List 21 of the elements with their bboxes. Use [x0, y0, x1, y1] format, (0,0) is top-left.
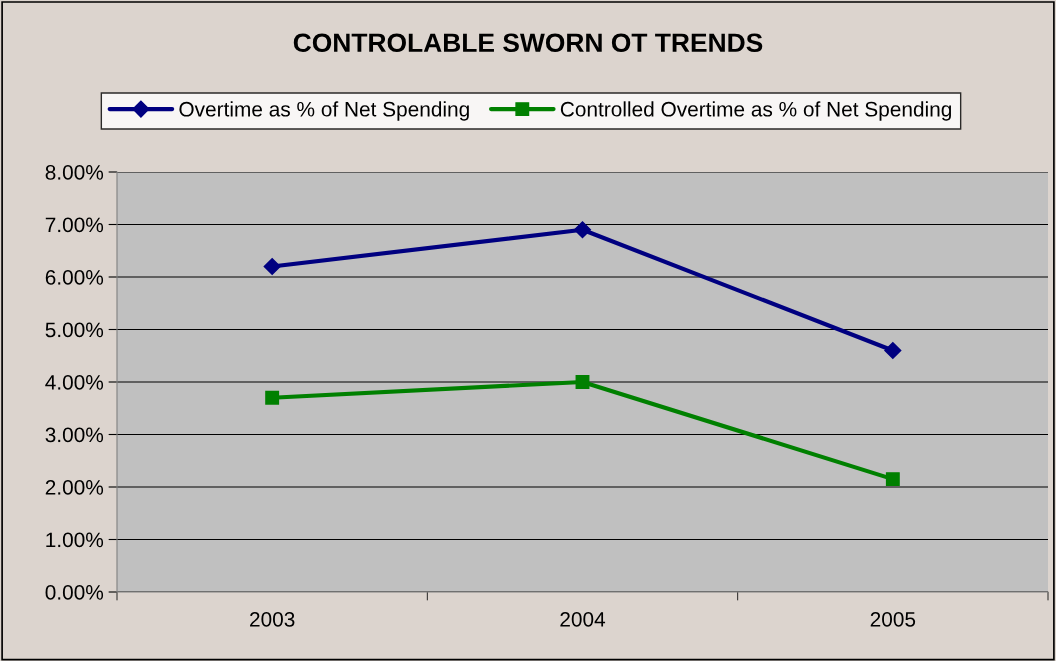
legend-label: Controlled Overtime as % of Net Spending	[560, 101, 952, 121]
y-tick-label: 5.00%	[45, 322, 104, 338]
y-tick-label: 4.00%	[45, 375, 104, 390]
y-tick-label: 2.00%	[45, 480, 104, 495]
y-tick-label: 8.00%	[45, 165, 104, 180]
point	[573, 221, 592, 239]
chart-title: CONTROLABLE SWORN OT TRENDS	[293, 33, 763, 53]
y-tick-label: 0.00%	[45, 585, 104, 600]
point	[885, 472, 900, 487]
y-tick-label: 6.00%	[45, 270, 104, 285]
y-tick-label: 1.00%	[46, 532, 104, 548]
point	[263, 257, 281, 276]
point	[884, 341, 902, 360]
point	[265, 390, 280, 405]
point	[575, 375, 590, 389]
legend-label: Overtime as % of Net Spending	[179, 101, 469, 121]
y-tick-label: 3.00%	[45, 427, 104, 443]
x-tick-label: 2004	[560, 611, 606, 627]
y-tick-label: 7.00%	[45, 217, 104, 233]
x-tick-label: 2003	[250, 611, 295, 627]
x-tick-label: 2005	[870, 611, 916, 627]
